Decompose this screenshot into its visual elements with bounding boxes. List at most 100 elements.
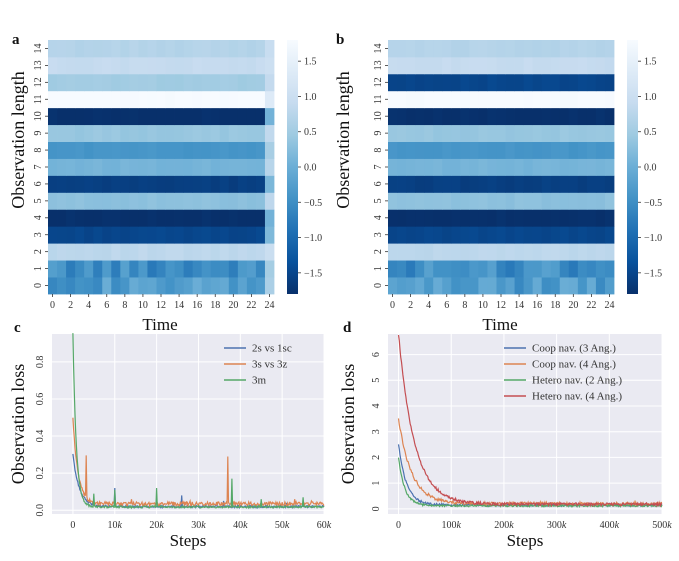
heatmap-cell (246, 141, 257, 159)
heatmap-cell (469, 260, 479, 278)
heatmap-cell (388, 243, 398, 261)
heatmap-cell (604, 175, 615, 193)
heatmap-cell (93, 192, 103, 210)
x-tick-label: 0 (390, 300, 395, 311)
heatmap-cell (165, 158, 175, 176)
heatmap-cell (460, 40, 470, 58)
x-tick-label: 8 (122, 300, 127, 311)
heatmap-cell (388, 90, 398, 109)
heatmap-cell (505, 107, 515, 126)
heatmap-cell (174, 56, 184, 75)
line-d-ylabel: Observation loss (338, 364, 358, 485)
heatmap-cell (505, 56, 515, 75)
heatmap-cell (397, 107, 407, 126)
heatmap-cell (237, 226, 248, 244)
heatmap-cell (586, 243, 597, 261)
heatmap-cell (568, 209, 579, 227)
y-tick-label: 1 (371, 481, 382, 486)
heatmap-cell (102, 226, 112, 244)
heatmap-cell (451, 226, 461, 244)
y-tick-label: 0.4 (35, 430, 46, 443)
y-tick-label: 6 (371, 352, 382, 357)
heatmap-cell (451, 209, 461, 227)
heatmap-cell (604, 209, 615, 227)
heatmap-cell (246, 124, 257, 142)
heatmap-cell (523, 124, 534, 142)
heatmap-cell (523, 277, 534, 295)
heatmap-cell (183, 260, 194, 278)
heatmap-cell (433, 73, 443, 92)
heatmap-cell (228, 175, 239, 193)
heatmap-cell (174, 226, 184, 244)
heatmap-cell (604, 124, 615, 142)
heatmap-cell (541, 226, 552, 244)
heatmap-cell (388, 192, 398, 210)
heatmap-cell (514, 209, 524, 227)
y-tick-label: 0.0 (35, 504, 46, 517)
heatmap-cell (255, 226, 266, 244)
heatmap-cell (487, 73, 497, 92)
heatmap-cell (577, 192, 588, 210)
heatmap-cell (514, 277, 524, 295)
heatmap-cell (388, 141, 398, 159)
x-tick-label: 50k (275, 520, 290, 531)
heatmap-cell (496, 158, 506, 176)
heatmap-cell (66, 158, 76, 176)
heatmap-cell (478, 56, 488, 75)
heatmap-cell (246, 56, 257, 75)
colorbar-tick-label: −1.0 (644, 233, 662, 244)
heatmap-cell (604, 40, 615, 58)
heatmap-cell (604, 107, 615, 126)
heatmap-cell (201, 40, 212, 58)
heatmap-cell (57, 175, 67, 193)
heatmap-cell (424, 124, 434, 142)
heatmap-cell (264, 277, 275, 295)
heatmap-cell (496, 141, 506, 159)
heatmap-cell (523, 243, 534, 261)
heatmap-cell (237, 56, 248, 75)
heatmap-cell (84, 90, 94, 109)
heatmap-cell (550, 277, 561, 295)
heatmap-cell (505, 73, 515, 92)
heatmap-cell (228, 141, 239, 159)
heatmap-cell (559, 260, 570, 278)
heatmap-cell (57, 209, 67, 227)
heatmap-cell (201, 56, 212, 75)
heatmap-cell (595, 158, 606, 176)
heatmap-cell (433, 40, 443, 58)
heatmap-cell (586, 209, 597, 227)
heatmap-cell (66, 192, 76, 210)
heatmap-cell (505, 209, 515, 227)
heatmap-cell (228, 209, 239, 227)
heatmap-cell (219, 40, 230, 58)
heatmap-cell (442, 260, 452, 278)
heatmap-cell (478, 209, 488, 227)
heatmap-cell (93, 226, 103, 244)
heatmap-cell (165, 56, 175, 75)
heatmap-cell (129, 243, 139, 261)
heatmap-cell (595, 40, 606, 58)
heatmap-cell (406, 73, 416, 92)
series-line-3 (397, 457, 663, 509)
heatmap-cell (210, 56, 221, 75)
heatmap-cell (57, 243, 67, 261)
heatmap-cell (174, 90, 184, 109)
heatmap-cell (129, 158, 139, 176)
heatmap-cell (84, 141, 94, 159)
heatmap-cell (255, 243, 266, 261)
heatmap-cell (397, 124, 407, 142)
heatmap-cell (577, 90, 588, 109)
heatmap-cell (586, 90, 597, 109)
heatmap-cell (388, 158, 398, 176)
heatmap-cell (111, 192, 121, 210)
heatmap-cell (424, 243, 434, 261)
heatmap-cell (246, 243, 257, 261)
heatmap-cell (451, 243, 461, 261)
heatmap-cell (138, 73, 148, 92)
heatmap-cell (550, 192, 561, 210)
heatmap-cell (595, 175, 606, 193)
heatmap-cell (451, 56, 461, 75)
heatmap-cell (451, 175, 461, 193)
heatmap-cell (264, 124, 275, 142)
